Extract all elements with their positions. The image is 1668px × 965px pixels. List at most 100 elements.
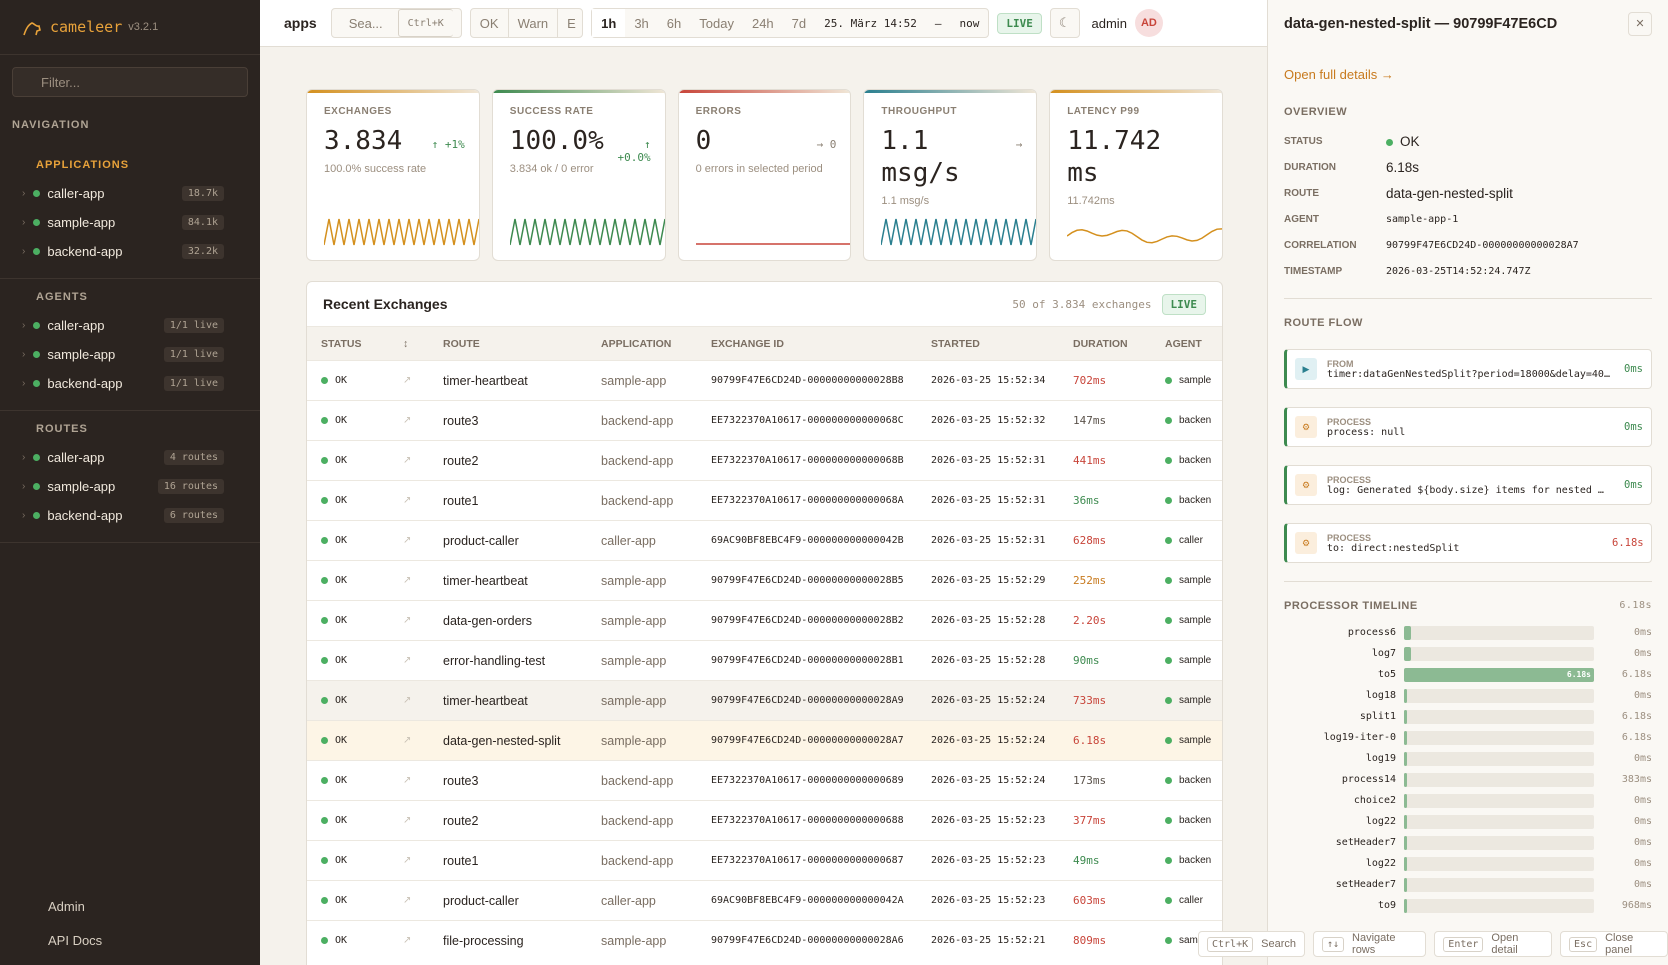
exchange-row[interactable]: OK ↗ product-caller caller-app 69AC90BF8EBC4… xyxy=(307,520,1222,560)
open-icon[interactable]: ↗ xyxy=(403,935,412,946)
open-icon[interactable]: ↗ xyxy=(403,855,412,866)
nav-item[interactable]: caller-app 4 routes xyxy=(0,443,260,472)
nav-item[interactable]: caller-app 1/1 live xyxy=(0,311,260,340)
exchange-row[interactable]: OK ↗ file-processing sample-app 90799F47E6CD… xyxy=(307,920,1222,960)
filter-input[interactable]: Filter... xyxy=(12,67,248,97)
column-header[interactable]: APPLICATION xyxy=(601,337,672,350)
live-badge: LIVE xyxy=(1161,293,1206,315)
started: 2026-03-25 15:52:31 xyxy=(931,455,1046,466)
column-header[interactable]: STATUS xyxy=(321,337,362,350)
search[interactable]: Sea... Ctrl+K xyxy=(330,8,462,38)
exchange-row[interactable]: OK ↗ timer-heartbeat sample-app 90799F47E6CD… xyxy=(307,560,1222,600)
item-badge: 84.1k xyxy=(181,215,224,230)
divider xyxy=(1284,581,1652,582)
exchange-row[interactable]: OK ↗ data-gen-orders sample-app 90799F47E6CD… xyxy=(307,600,1222,640)
open-icon[interactable]: ↗ xyxy=(403,455,412,466)
exchange-row[interactable]: OK ↗ product-caller caller-app 69AC90BF8EBC4… xyxy=(307,880,1222,920)
status-dot xyxy=(1165,417,1172,424)
live-toggle[interactable]: LIVE xyxy=(997,12,1042,34)
open-icon[interactable]: ↗ xyxy=(403,415,412,426)
full-details-link[interactable]: Open full details → xyxy=(1284,67,1394,82)
open-icon[interactable]: ↗ xyxy=(403,495,412,506)
agent: backen xyxy=(1179,855,1212,866)
nav-item[interactable]: backend-app 1/1 live xyxy=(0,369,260,398)
column-header[interactable]: DURATION xyxy=(1073,337,1128,350)
open-icon[interactable]: ↗ xyxy=(403,535,412,546)
column-header[interactable]: STARTED xyxy=(931,337,980,350)
status-dot xyxy=(33,351,41,358)
open-icon[interactable]: ↗ xyxy=(403,575,412,586)
duration: 36ms xyxy=(1073,494,1100,507)
exchange-id: 90799F47E6CD24D-00000000000028A6 xyxy=(711,935,904,946)
exchange-row[interactable]: OK ↗ route3 backend-app EE7322370A10617-0000… xyxy=(307,760,1222,800)
exchange-row[interactable]: OK ↗ route2 backend-app EE7322370A10617-0000… xyxy=(307,440,1222,480)
shortcut: ↑↓ Navigate rows xyxy=(1312,931,1427,957)
nav-item[interactable]: caller-app 18.7k xyxy=(0,179,260,208)
flow-step[interactable]: ⚙ PROCESS to: direct:nestedSplit 6.18s xyxy=(1284,523,1652,563)
status-filter[interactable]: Warn xyxy=(509,9,559,37)
exchange-row[interactable]: OK ↗ data-gen-nested-split sample-app 90799F… xyxy=(307,720,1222,760)
exchange-row[interactable]: OK ↗ route3 backend-app EE7322370A10617-0000… xyxy=(307,400,1222,440)
column-header[interactable]: EXCHANGE ID xyxy=(711,337,784,350)
timeline-fill xyxy=(1404,898,1407,913)
column-header[interactable]: ROUTE xyxy=(443,337,480,350)
avatar[interactable]: AD xyxy=(1134,9,1163,37)
timeline-fill xyxy=(1404,877,1407,892)
nav-item[interactable]: sample-app 16 routes xyxy=(0,472,260,501)
exchange-row[interactable]: OK ↗ error-handling-test sample-app 90799F47… xyxy=(307,640,1222,680)
duration: 628ms xyxy=(1073,534,1107,547)
exchange-row[interactable]: OK ↗ timer-heartbeat sample-app 90799F47E6CD… xyxy=(307,360,1222,400)
open-icon[interactable]: ↗ xyxy=(403,895,412,906)
kpi-label: SUCCESS RATE xyxy=(509,106,594,117)
kpi-delta: → 0 xyxy=(816,138,837,151)
theme-toggle[interactable]: ☾ xyxy=(1049,8,1080,38)
status-filter[interactable]: E xyxy=(567,15,576,31)
open-icon[interactable]: ↗ xyxy=(403,695,412,706)
open-icon[interactable]: ↗ xyxy=(403,615,412,626)
step-icon: ⚙ xyxy=(1295,474,1317,496)
range-option[interactable]: 24h xyxy=(751,15,774,31)
open-icon[interactable]: ↗ xyxy=(403,655,412,666)
open-icon[interactable]: ↗ xyxy=(403,735,412,746)
close-button[interactable]: × xyxy=(1628,11,1652,36)
nav-item[interactable]: backend-app 6 routes xyxy=(0,501,260,530)
footer-link[interactable]: Admin xyxy=(48,898,85,914)
flow-step[interactable]: ▶ FROM timer:dataGenNestedSplit?period=180… xyxy=(1284,349,1652,389)
range-option[interactable]: Today xyxy=(699,15,734,31)
status-cell: OK xyxy=(307,415,389,426)
column-header[interactable]: ↕ xyxy=(403,337,409,350)
nav-item[interactable]: sample-app 1/1 live xyxy=(0,340,260,369)
range-option[interactable]: 3h xyxy=(634,15,649,31)
exchange-row[interactable]: OK ↗ route2 backend-app EE7322370A10617-0000… xyxy=(307,800,1222,840)
field-value: data-gen-nested-split xyxy=(1386,185,1513,201)
column-header[interactable]: AGENT xyxy=(1165,337,1202,350)
shortcut: Enter Open detail xyxy=(1434,931,1553,957)
kpi-delta: ↑ +1% xyxy=(431,138,465,151)
range-option[interactable]: 6h xyxy=(666,15,682,31)
status: OK xyxy=(335,935,348,946)
status-filter[interactable]: OK xyxy=(471,9,509,37)
range-option[interactable]: 1h xyxy=(592,9,626,37)
timeline-row: choice2 0ms xyxy=(1284,790,1652,811)
duration: 441ms xyxy=(1073,454,1107,467)
nav-item[interactable]: sample-app 84.1k xyxy=(0,208,260,237)
nav-item[interactable]: backend-app 32.2k xyxy=(0,237,260,266)
agent-cell: samp xyxy=(1151,935,1221,946)
agent-cell: sample xyxy=(1151,655,1221,666)
flow-step[interactable]: ⚙ PROCESS log: Generated ${body.size} item… xyxy=(1284,465,1652,505)
open-icon[interactable]: ↗ xyxy=(403,775,412,786)
footer-link[interactable]: API Docs xyxy=(48,932,103,948)
shortcut-key: Enter xyxy=(1443,936,1484,952)
status-dot xyxy=(1165,577,1172,584)
open-icon[interactable]: ↗ xyxy=(403,375,412,386)
exchange-row[interactable]: OK ↗ route1 backend-app EE7322370A10617-0000… xyxy=(307,480,1222,520)
status: OK xyxy=(335,375,348,386)
timeline-fill xyxy=(1404,730,1407,745)
timeline-track xyxy=(1404,751,1594,766)
flow-step[interactable]: ⚙ PROCESS process: null 0ms xyxy=(1284,407,1652,447)
kpi-accent xyxy=(492,90,665,93)
exchange-row[interactable]: OK ↗ timer-heartbeat sample-app 90799F47E6CD… xyxy=(307,680,1222,720)
exchange-row[interactable]: OK ↗ route1 backend-app EE7322370A10617-0000… xyxy=(307,840,1222,880)
open-icon[interactable]: ↗ xyxy=(403,815,412,826)
range-option[interactable]: 7d xyxy=(791,15,807,31)
